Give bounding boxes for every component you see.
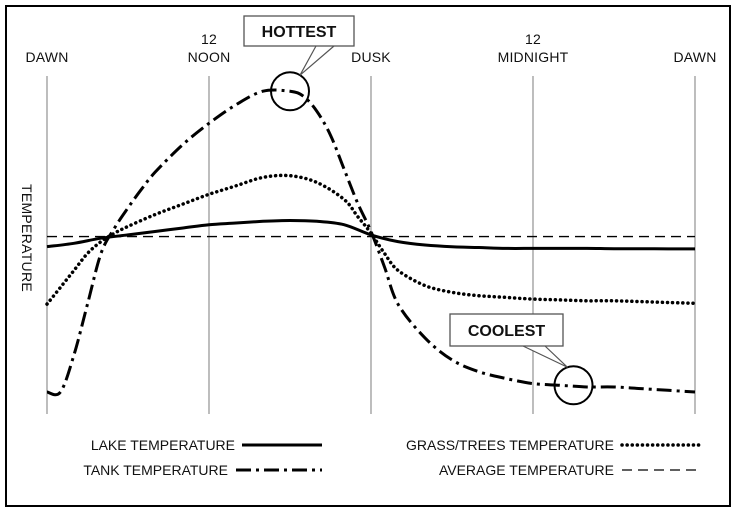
vertical-grid bbox=[46, 76, 696, 414]
x-tick-labels: DAWN 12 NOON DUSK 12 MIDNIGHT DAWN bbox=[25, 31, 716, 65]
callout-hottest: HOTTEST bbox=[243, 15, 355, 112]
series-line bbox=[46, 88, 696, 397]
chart-border bbox=[5, 5, 731, 507]
legend-label: GRASS/TREES TEMPERATURE bbox=[406, 437, 614, 453]
callout-circle bbox=[270, 71, 310, 112]
callout-label: HOTTEST bbox=[262, 24, 337, 41]
x-tick-label: DUSK bbox=[351, 49, 391, 65]
x-tick-label: NOON bbox=[188, 49, 231, 65]
legend-entry: LAKE TEMPERATURE bbox=[91, 437, 322, 453]
callout-coolest: COOLEST bbox=[449, 313, 594, 406]
legend-entry: GRASS/TREES TEMPERATURE bbox=[406, 437, 702, 453]
x-tick-label: DAWN bbox=[25, 49, 68, 65]
legend-label: AVERAGE TEMPERATURE bbox=[439, 462, 614, 478]
x-tick-label: DAWN bbox=[673, 49, 716, 65]
callout-pointer bbox=[299, 45, 335, 76]
callouts: HOTTEST COOLEST bbox=[243, 15, 594, 406]
legend-label: LAKE TEMPERATURE bbox=[91, 437, 235, 453]
legend-entry: TANK TEMPERATURE bbox=[83, 462, 322, 478]
legend-label: TANK TEMPERATURE bbox=[83, 462, 228, 478]
x-tick-label: 12 bbox=[201, 31, 217, 47]
x-tick-label: 12 bbox=[525, 31, 541, 47]
callout-pointer bbox=[522, 345, 568, 368]
callout-box bbox=[449, 313, 564, 347]
y-axis-title: TEMPERATURE bbox=[19, 184, 35, 292]
series-lines bbox=[45, 88, 697, 397]
legend-entry: AVERAGE TEMPERATURE bbox=[439, 462, 700, 478]
callout-box bbox=[243, 15, 355, 47]
legend: LAKE TEMPERATURE TANK TEMPERATURE GRASS/TR… bbox=[83, 437, 702, 478]
series-line bbox=[45, 173, 697, 306]
callout-label: COOLEST bbox=[468, 323, 546, 340]
callout-circle bbox=[553, 365, 594, 406]
y-axis-label: TEMPERATURE bbox=[19, 184, 35, 292]
x-tick-label: MIDNIGHT bbox=[498, 49, 569, 65]
